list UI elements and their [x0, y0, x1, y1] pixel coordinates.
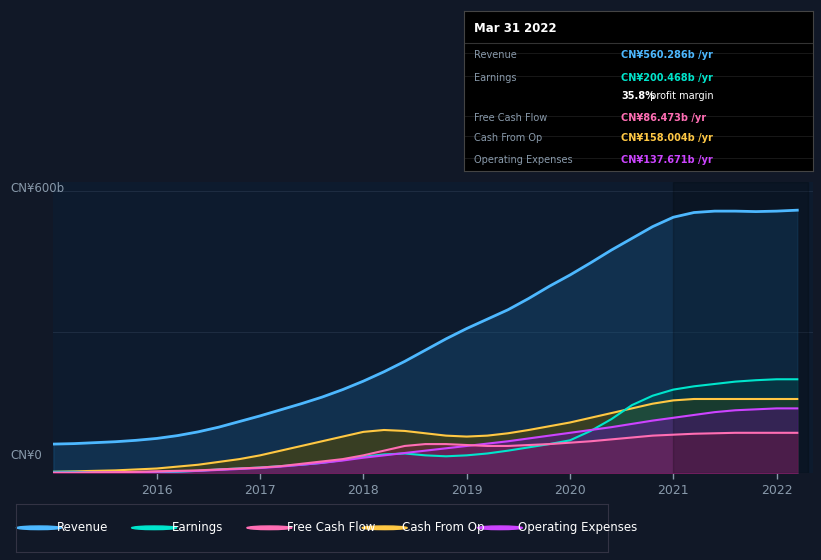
Text: Mar 31 2022: Mar 31 2022	[475, 22, 557, 35]
Text: Free Cash Flow: Free Cash Flow	[475, 113, 548, 123]
Circle shape	[16, 526, 62, 530]
Circle shape	[478, 526, 522, 530]
Text: Earnings: Earnings	[475, 73, 517, 83]
Text: CN¥200.468b /yr: CN¥200.468b /yr	[621, 73, 713, 83]
Text: Revenue: Revenue	[475, 50, 517, 60]
Text: Free Cash Flow: Free Cash Flow	[287, 521, 375, 534]
Text: Cash From Op: Cash From Op	[402, 521, 485, 534]
Text: Cash From Op: Cash From Op	[475, 133, 543, 143]
Text: CN¥600b: CN¥600b	[11, 182, 65, 195]
Text: Earnings: Earnings	[172, 521, 223, 534]
Text: CN¥560.286b /yr: CN¥560.286b /yr	[621, 50, 713, 60]
Circle shape	[362, 526, 407, 530]
Circle shape	[247, 526, 292, 530]
Text: Revenue: Revenue	[57, 521, 108, 534]
Text: CN¥158.004b /yr: CN¥158.004b /yr	[621, 133, 713, 143]
Text: profit margin: profit margin	[647, 91, 713, 101]
Text: CN¥0: CN¥0	[11, 449, 43, 462]
Bar	[673, 182, 808, 473]
Text: 35.8%: 35.8%	[621, 91, 655, 101]
Text: Operating Expenses: Operating Expenses	[518, 521, 637, 534]
Circle shape	[131, 526, 177, 530]
Text: CN¥137.671b /yr: CN¥137.671b /yr	[621, 155, 713, 165]
Text: Operating Expenses: Operating Expenses	[475, 155, 573, 165]
Text: CN¥86.473b /yr: CN¥86.473b /yr	[621, 113, 706, 123]
